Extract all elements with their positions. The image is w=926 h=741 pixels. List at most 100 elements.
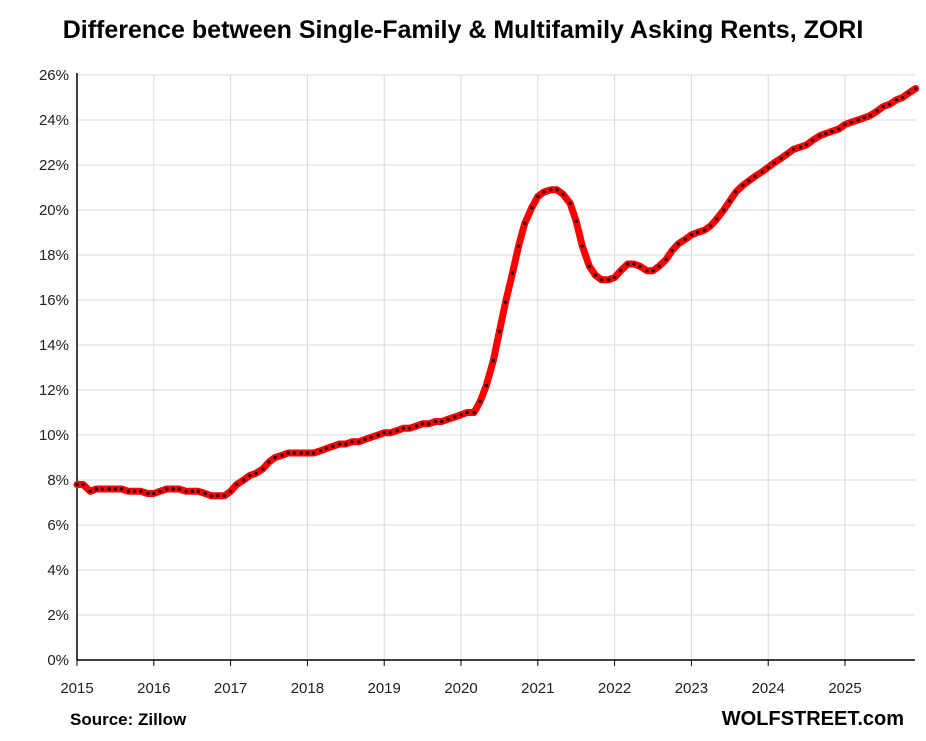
data-point xyxy=(907,91,911,95)
data-point xyxy=(280,453,284,457)
data-point xyxy=(407,426,412,430)
data-point xyxy=(875,109,879,113)
data-point xyxy=(491,359,495,363)
data-point xyxy=(914,86,918,91)
data-point xyxy=(325,446,329,451)
data-point xyxy=(165,487,169,491)
data-point xyxy=(843,122,847,127)
data-point xyxy=(747,179,751,183)
x-tick-label: 2024 xyxy=(752,680,785,697)
x-tick-label: 2015 xyxy=(60,680,93,697)
data-point xyxy=(779,156,783,160)
data-point xyxy=(555,188,559,192)
data-point xyxy=(760,170,764,174)
data-point xyxy=(382,431,386,435)
data-point xyxy=(606,278,611,282)
data-point xyxy=(184,489,188,493)
data-point xyxy=(702,228,707,232)
data-point xyxy=(254,471,258,475)
y-tick-label: 10% xyxy=(39,427,69,444)
x-tick-label: 2019 xyxy=(368,680,401,697)
data-point xyxy=(613,275,617,280)
data-point xyxy=(593,273,598,277)
data-point xyxy=(292,451,296,455)
data-point xyxy=(94,487,98,491)
data-point xyxy=(766,165,770,169)
data-point xyxy=(791,147,796,151)
data-point xyxy=(676,242,680,246)
data-point xyxy=(434,419,438,424)
data-point xyxy=(299,451,303,455)
y-tick-label: 24% xyxy=(39,112,69,129)
data-point xyxy=(152,491,156,496)
y-tick-label: 22% xyxy=(39,157,69,174)
data-point xyxy=(100,487,104,491)
data-point xyxy=(158,489,162,493)
data-point xyxy=(510,271,515,275)
data-point xyxy=(670,248,674,253)
data-point xyxy=(305,451,309,455)
data-point xyxy=(421,422,425,426)
data-point xyxy=(196,489,200,493)
data-point xyxy=(177,487,181,491)
data-point xyxy=(203,491,207,496)
data-point xyxy=(113,487,117,491)
data-point xyxy=(818,134,822,138)
data-point xyxy=(849,120,853,124)
data-point xyxy=(574,219,578,223)
data-point xyxy=(683,237,687,241)
data-point xyxy=(414,424,419,428)
data-point xyxy=(81,482,85,487)
data-point xyxy=(459,413,463,417)
data-point xyxy=(478,399,482,403)
data-point xyxy=(427,422,431,426)
data-point xyxy=(664,257,668,262)
data-point xyxy=(472,410,476,415)
data-point xyxy=(401,426,405,430)
data-point xyxy=(190,489,194,493)
data-point xyxy=(805,143,809,147)
data-point xyxy=(728,199,732,203)
data-point xyxy=(837,127,841,131)
x-tick-label: 2017 xyxy=(214,680,247,697)
data-point xyxy=(331,444,335,448)
data-point xyxy=(753,174,757,178)
data-point xyxy=(497,329,501,334)
x-tick-label: 2021 xyxy=(521,680,554,697)
data-point xyxy=(388,431,392,435)
y-tick-label: 12% xyxy=(39,382,69,399)
data-point xyxy=(695,230,700,235)
source-label: Source: Zillow xyxy=(70,710,187,729)
data-point xyxy=(286,451,290,455)
data-point xyxy=(894,98,899,102)
data-point xyxy=(350,440,354,444)
series-layer xyxy=(73,85,920,500)
brand-label: WOLFSTREET.com xyxy=(721,708,904,730)
y-tick-label: 8% xyxy=(47,472,69,489)
data-point xyxy=(734,190,738,194)
grid-lines xyxy=(77,74,915,660)
data-point xyxy=(638,264,642,268)
x-tick-label: 2022 xyxy=(598,680,631,697)
data-point xyxy=(580,244,584,248)
x-tick-label: 2020 xyxy=(444,680,477,697)
data-point xyxy=(267,460,271,464)
data-point xyxy=(229,489,233,493)
data-point xyxy=(344,442,348,446)
data-point xyxy=(107,487,111,491)
axes xyxy=(76,73,915,666)
data-point xyxy=(222,494,227,498)
data-point xyxy=(887,102,892,106)
y-tick-label: 20% xyxy=(39,202,69,219)
x-tick-label: 2025 xyxy=(828,680,861,697)
data-point xyxy=(357,440,361,444)
data-point xyxy=(126,489,131,493)
data-point xyxy=(651,269,655,273)
y-tick-labels: 0% 2% 4% 6% 8% 10% 12% 14% 16% 18% 20% 22% 24% 26% xyxy=(39,67,69,669)
data-point xyxy=(523,221,527,226)
data-point xyxy=(901,95,905,100)
chart-title: Difference between Single-Family & Multi… xyxy=(62,16,864,44)
data-point xyxy=(318,449,323,453)
data-point xyxy=(395,428,399,433)
